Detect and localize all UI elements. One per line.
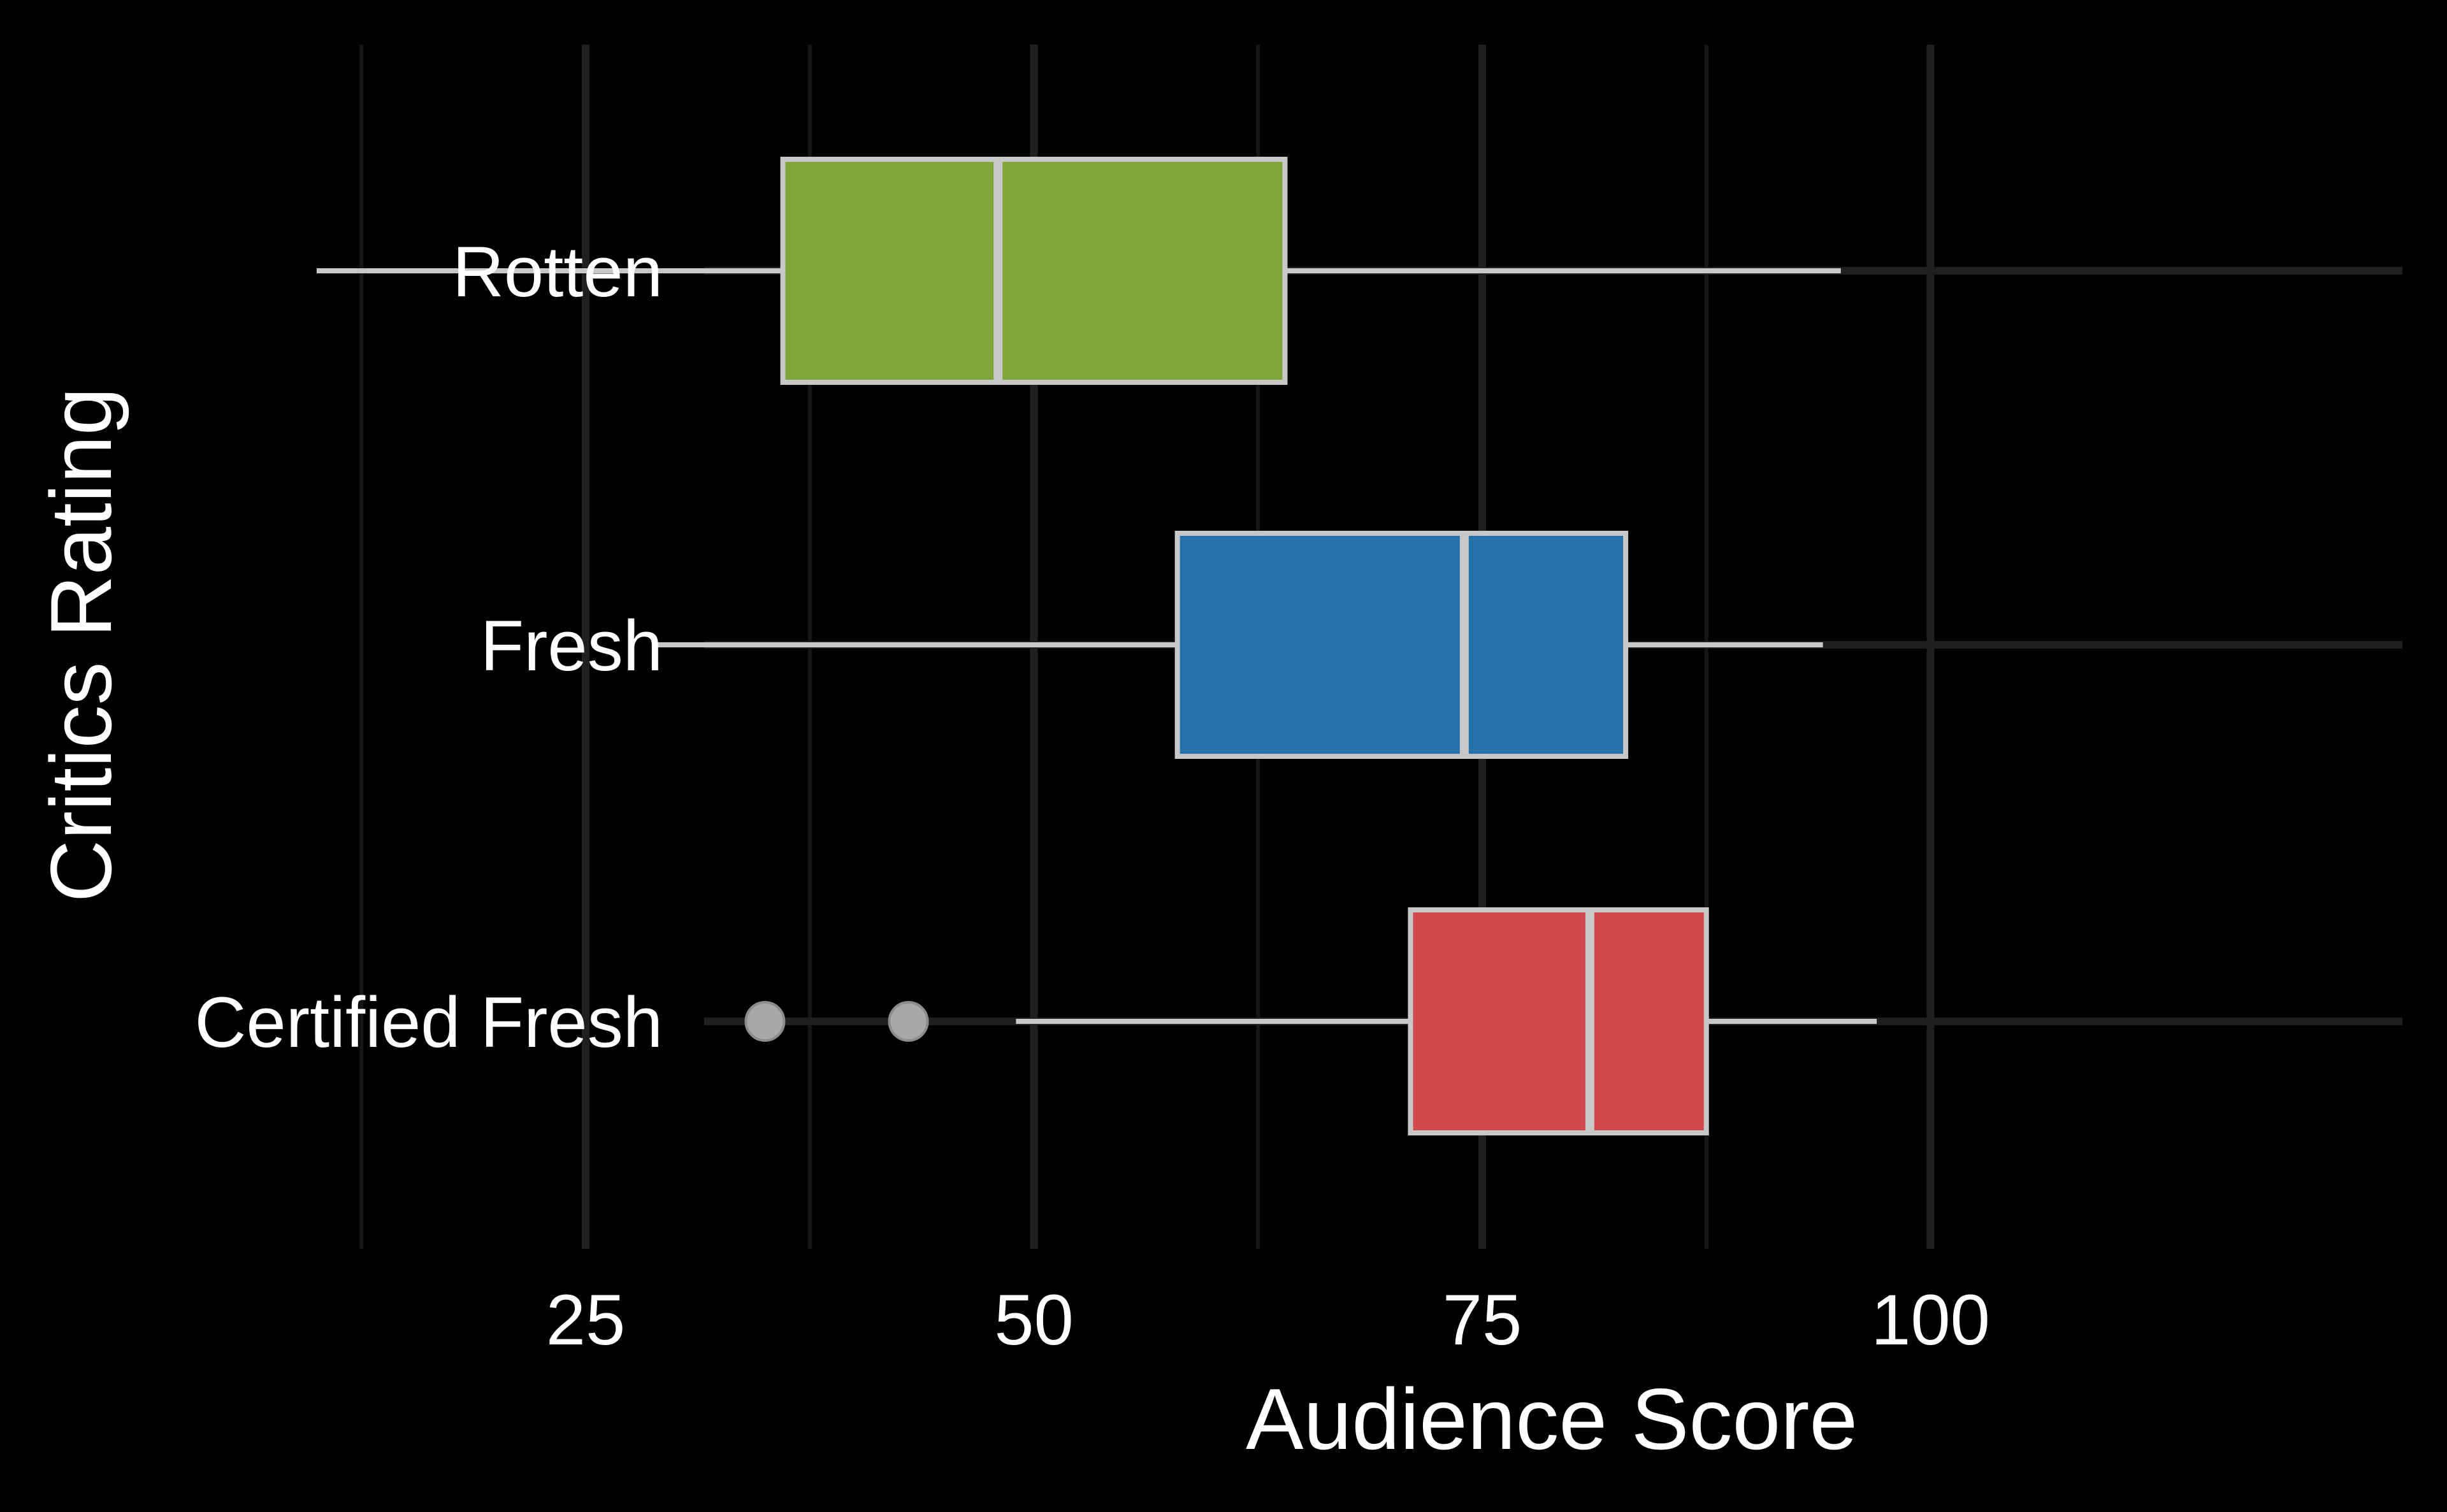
y-category-label: Fresh bbox=[480, 606, 663, 686]
box-group bbox=[744, 907, 1877, 1135]
outlier-point bbox=[888, 1001, 929, 1042]
x-tick-label: 50 bbox=[994, 1280, 1074, 1360]
iqr-box bbox=[780, 157, 1288, 385]
x-tick-label: 100 bbox=[1871, 1280, 1990, 1360]
y-category-label: Rotten bbox=[452, 232, 663, 312]
iqr-box bbox=[1408, 907, 1709, 1135]
x-axis-title: Audience Score bbox=[1246, 1371, 1858, 1467]
y-axis-title: Critics Rating bbox=[32, 387, 129, 903]
x-tick-label: 75 bbox=[1443, 1280, 1522, 1360]
box-series bbox=[316, 157, 1877, 1135]
y-category-label: Certified Fresh bbox=[195, 983, 663, 1062]
outlier-point bbox=[744, 1001, 786, 1042]
axis-labels: 25 50 75 100 Rotten Fresh Certified Fresh bbox=[195, 232, 1990, 1360]
box-group bbox=[316, 157, 1841, 385]
iqr-box bbox=[1174, 531, 1629, 759]
x-tick-label: 25 bbox=[546, 1280, 626, 1360]
box-group bbox=[657, 531, 1823, 759]
